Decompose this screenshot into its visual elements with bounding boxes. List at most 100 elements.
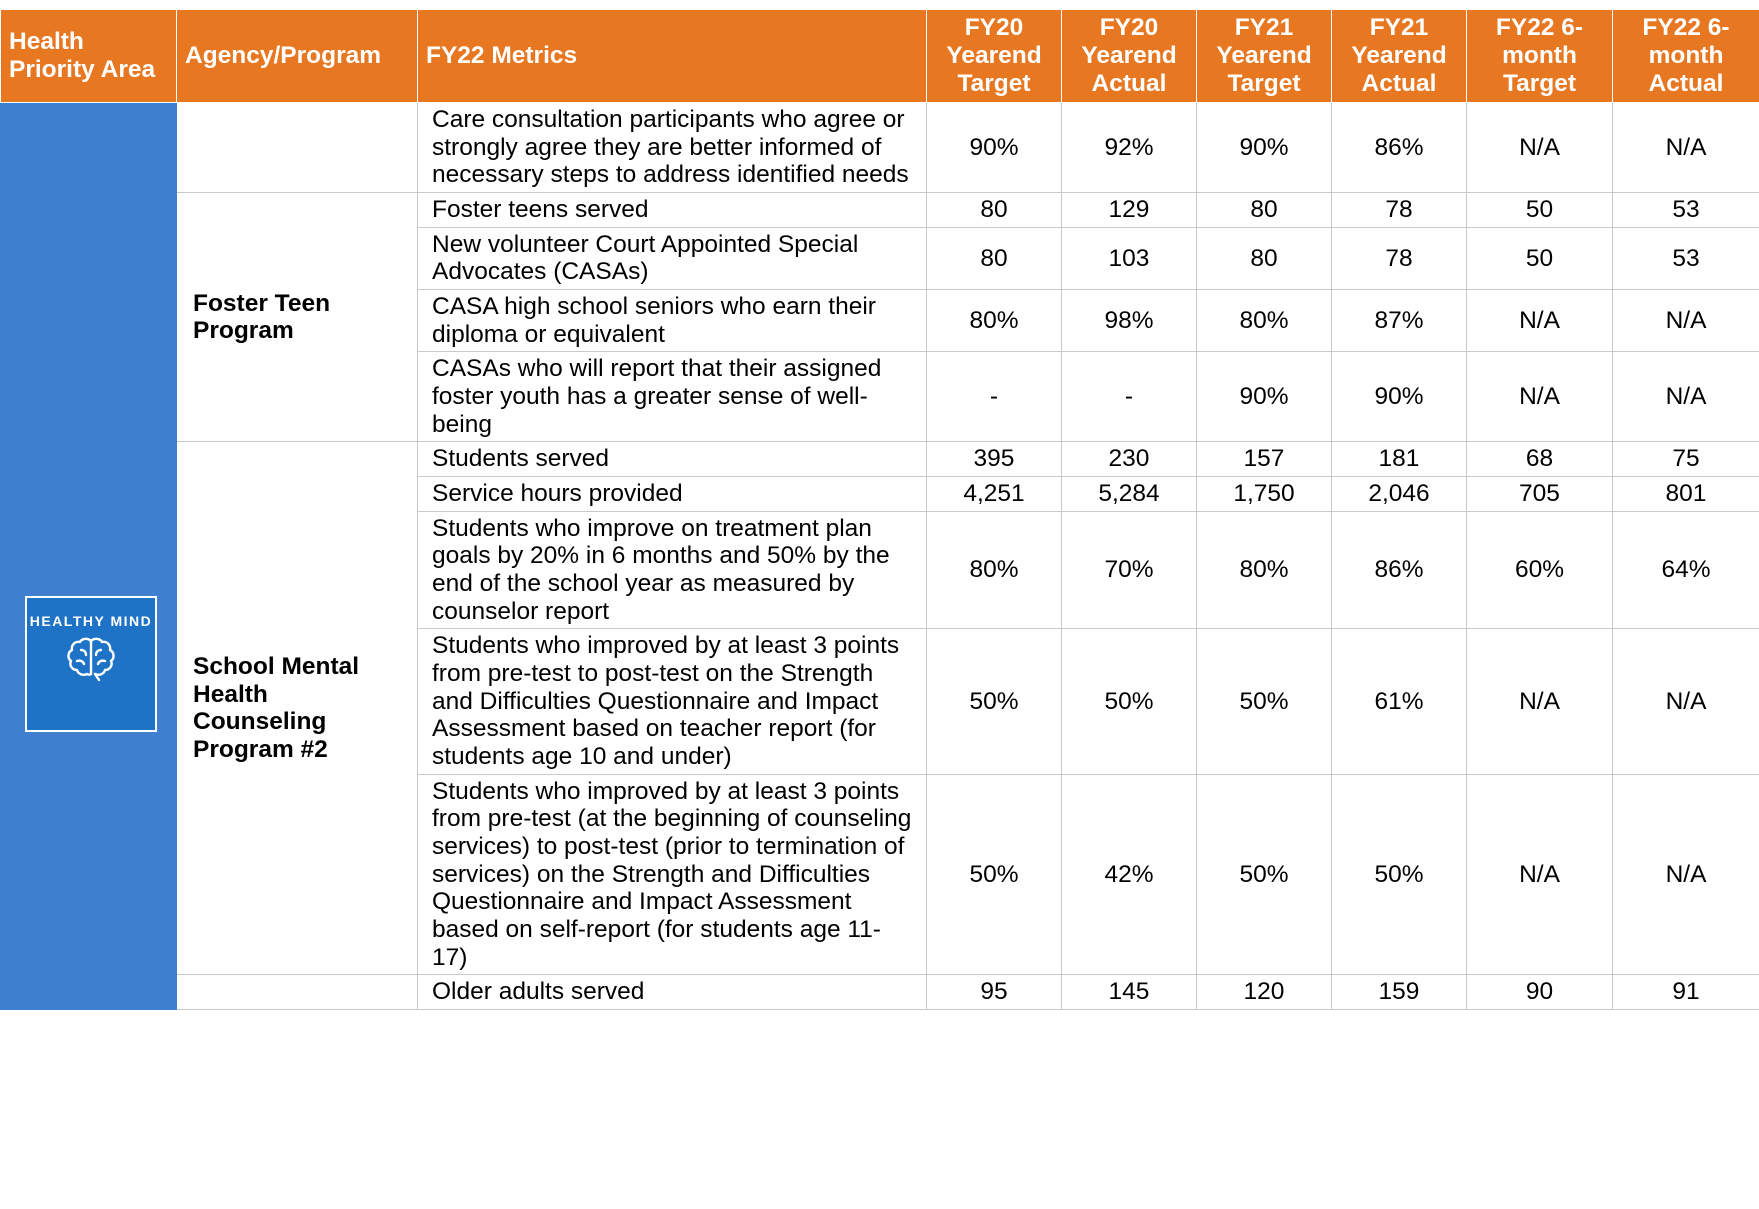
- header-cell: Health Priority Area: [0, 9, 177, 103]
- table-row: Foster Teen Program Foster teens served 80…: [1, 192, 1759, 443]
- value-cell: 61%: [1331, 628, 1467, 775]
- header-row: Health Priority Area Agency/Program FY22 M…: [0, 9, 1759, 103]
- program-cell: Foster Teen Program: [176, 192, 418, 443]
- value-cell: 92%: [1061, 101, 1197, 194]
- value-cell: 157: [1196, 441, 1332, 478]
- value-cell: 68: [1466, 441, 1613, 478]
- header-cell: FY21 Yearend Actual: [1331, 9, 1467, 103]
- value-cell: 145: [1061, 974, 1197, 1011]
- table-row: Care consultation participants who agree…: [0, 101, 1759, 1011]
- value-cell: 53: [1612, 226, 1759, 291]
- program-cell: [176, 974, 418, 1011]
- value-cell: N/A: [1612, 351, 1759, 443]
- value-cell: 80%: [926, 289, 1062, 353]
- value-cell: 90%: [1196, 101, 1332, 194]
- value-cell: 103: [1061, 226, 1197, 291]
- metric-cell: CASA high school seniors who earn their …: [417, 289, 927, 353]
- value-cell: 70%: [1061, 510, 1197, 630]
- value-cell: 1,750: [1196, 476, 1332, 512]
- value-cell: 80: [1196, 192, 1332, 228]
- icon-label: HEALTHY MIND: [29, 613, 153, 629]
- value-cell: 86%: [1331, 101, 1467, 194]
- metric-cell: CASAs who will report that their assigne…: [417, 351, 927, 443]
- value-cell: 230: [1061, 441, 1197, 478]
- value-cell: 90%: [1196, 351, 1332, 443]
- value-cell: 75: [1612, 441, 1759, 478]
- value-cell: 90: [1466, 974, 1613, 1011]
- value-cell: 50: [1466, 226, 1613, 291]
- value-cell: N/A: [1466, 289, 1613, 353]
- value-cell: 78: [1331, 226, 1467, 291]
- table-body: Care consultation participants who agree…: [0, 101, 1759, 1011]
- value-cell: 4,251: [926, 476, 1062, 512]
- metric-cell: Students who improved by at least 3 poin…: [417, 773, 927, 976]
- header-cell: FY21 Yearend Target: [1196, 9, 1332, 103]
- value-cell: 80: [926, 226, 1062, 291]
- header-cell: FY22 Metrics: [417, 9, 927, 103]
- metric-cell: Care consultation participants who agree…: [417, 101, 927, 194]
- value-cell: 5,284: [1061, 476, 1197, 512]
- value-cell: 705: [1466, 476, 1613, 512]
- value-cell: 87%: [1331, 289, 1467, 353]
- value-cell: 90%: [926, 101, 1062, 194]
- table-row: Students who improve on treatment plan g…: [1, 510, 1759, 630]
- value-cell: 50%: [926, 773, 1062, 976]
- priority-area-cell: [0, 101, 177, 1011]
- brain-icon: [67, 638, 115, 682]
- value-cell: 80%: [1196, 510, 1332, 630]
- value-cell: 78: [1331, 192, 1467, 228]
- value-cell: 50%: [1196, 628, 1332, 775]
- value-cell: 50: [1466, 192, 1613, 228]
- header-cell: FY22 6-month Target: [1466, 9, 1613, 103]
- metric-cell: Service hours provided: [417, 476, 927, 512]
- value-cell: N/A: [1466, 773, 1613, 976]
- table-row: Students who improved by at least 3 poin…: [1, 773, 1759, 976]
- value-cell: N/A: [1466, 628, 1613, 775]
- program-cell: School Mental Health Counseling Program …: [176, 441, 418, 976]
- value-cell: 95: [926, 974, 1062, 1011]
- value-cell: 801: [1612, 476, 1759, 512]
- value-cell: 60%: [1466, 510, 1613, 630]
- value-cell: N/A: [1466, 351, 1613, 443]
- value-cell: 90%: [1331, 351, 1467, 443]
- value-cell: 86%: [1331, 510, 1467, 630]
- metric-cell: New volunteer Court Appointed Special Ad…: [417, 226, 927, 291]
- value-cell: 50%: [926, 628, 1062, 775]
- value-cell: 129: [1061, 192, 1197, 228]
- table-row: CASAs who will report that their assigne…: [1, 351, 1759, 443]
- table-row: New volunteer Court Appointed Special Ad…: [1, 226, 1759, 291]
- value-cell: 395: [926, 441, 1062, 478]
- value-cell: N/A: [1612, 773, 1759, 976]
- header-cell: FY22 6-month Actual: [1612, 9, 1759, 103]
- value-cell: 53: [1612, 192, 1759, 228]
- value-cell: N/A: [1612, 101, 1759, 194]
- value-cell: -: [1061, 351, 1197, 443]
- value-cell: 80: [926, 192, 1062, 228]
- value-cell: N/A: [1466, 101, 1613, 194]
- header-cell: FY20 Yearend Actual: [1061, 9, 1197, 103]
- value-cell: 159: [1331, 974, 1467, 1011]
- metric-cell: Students who improved by at least 3 poin…: [417, 628, 927, 775]
- metric-cell: Foster teens served: [417, 192, 927, 228]
- value-cell: 120: [1196, 974, 1332, 1011]
- value-cell: 42%: [1061, 773, 1197, 976]
- value-cell: 2,046: [1331, 476, 1467, 512]
- header-cell: Agency/Program: [176, 9, 418, 103]
- table-row: School Mental Health Counseling Program …: [1, 441, 1759, 976]
- healthy-mind-icon: HEALTHY MIND: [25, 596, 157, 732]
- program-cell: [176, 101, 418, 194]
- value-cell: 50%: [1196, 773, 1332, 976]
- value-cell: N/A: [1612, 289, 1759, 353]
- value-cell: 181: [1331, 441, 1467, 478]
- value-cell: 50%: [1061, 628, 1197, 775]
- table-container: Health Priority Area Agency/Program FY22 M…: [0, 9, 1759, 1209]
- value-cell: 80: [1196, 226, 1332, 291]
- metric-cell: Students who improve on treatment plan g…: [417, 510, 927, 630]
- value-cell: -: [926, 351, 1062, 443]
- metrics-table: Health Priority Area Agency/Program FY22 M…: [0, 9, 1759, 1011]
- value-cell: N/A: [1612, 628, 1759, 775]
- metric-cell: Students served: [417, 441, 927, 478]
- table-row: Older adults served 95 145 120 159 90 91: [1, 974, 1759, 1011]
- value-cell: 98%: [1061, 289, 1197, 353]
